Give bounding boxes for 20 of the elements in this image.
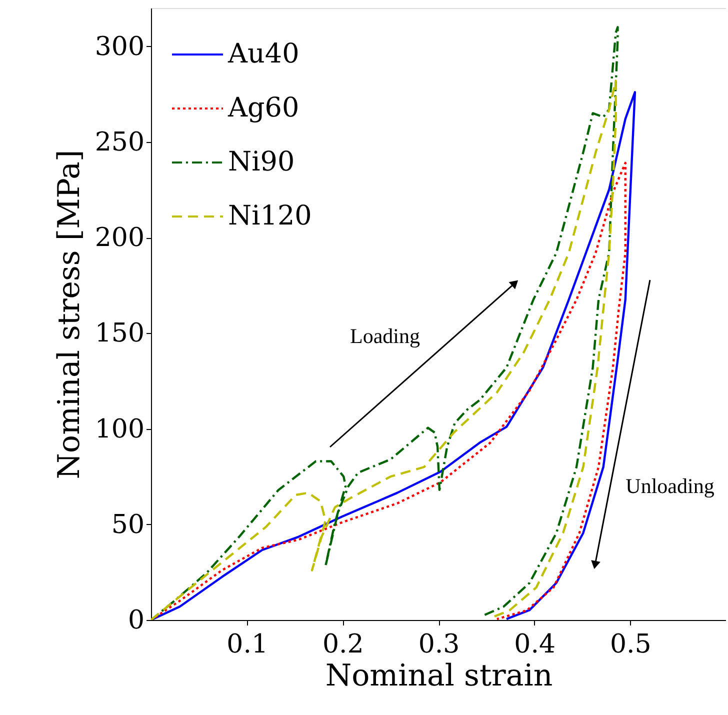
legend-label: Ni120 (228, 200, 312, 232)
y-axis-title: Nominal stress [MPa] (52, 150, 87, 480)
x-tick-label: 0.5 (610, 630, 652, 660)
y-tick-label: 0 (128, 606, 144, 636)
y-tick-label: 250 (94, 127, 144, 158)
annotation: Loading (350, 324, 420, 348)
x-tick-label: 0.3 (418, 630, 460, 660)
legend-label: Ag60 (227, 92, 300, 124)
x-tick-label: 0.2 (322, 630, 364, 660)
y-tick-label: 50 (111, 510, 144, 540)
y-tick-label: 200 (94, 223, 144, 253)
annotation: Unloading (626, 474, 715, 498)
x-axis-title: Nominal strain (325, 658, 553, 694)
legend-label: Ni90 (228, 146, 295, 178)
y-tick-label: 100 (94, 414, 144, 444)
x-tick-label: 0.1 (226, 630, 268, 660)
x-tick-label: 0.4 (514, 630, 556, 660)
y-tick-label: 150 (94, 318, 144, 349)
legend-label: Au40 (227, 38, 300, 70)
y-tick-label: 300 (94, 32, 144, 62)
